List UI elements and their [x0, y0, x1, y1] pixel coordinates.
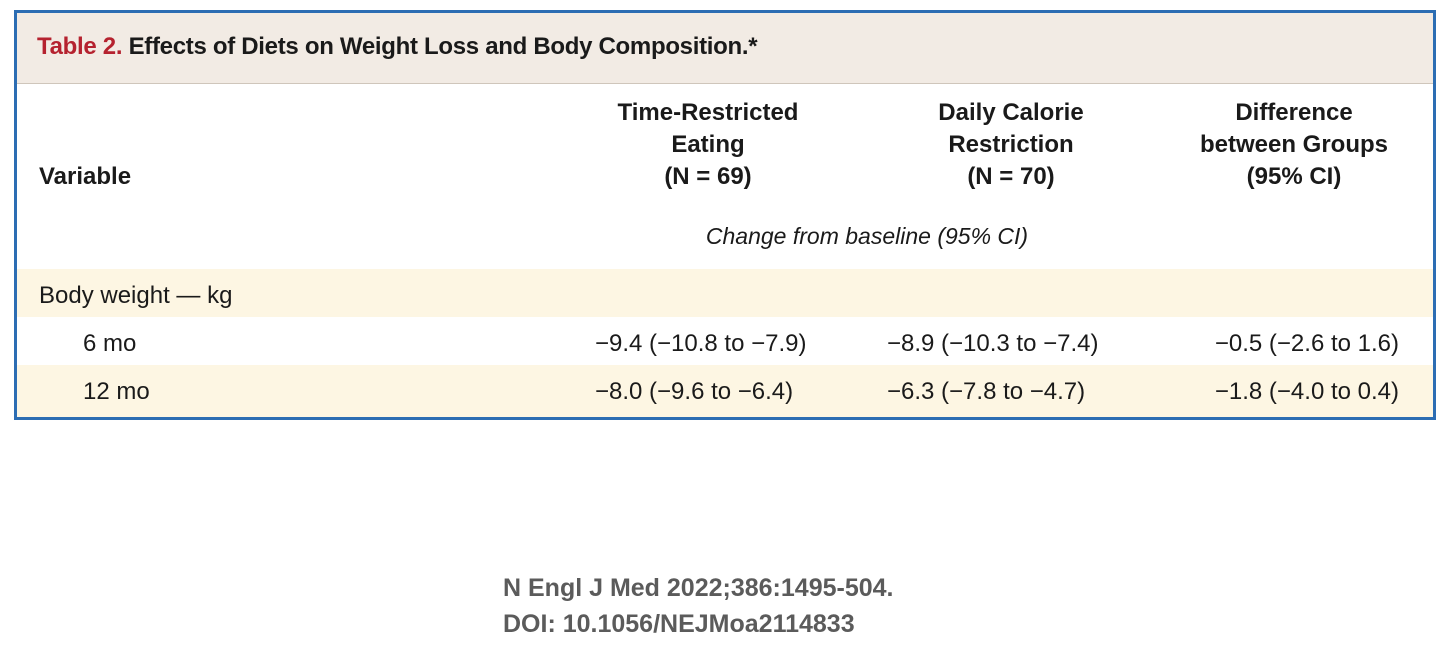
- table-title-text: Effects of Diets on Weight Loss and Body…: [128, 33, 758, 60]
- cell-daily-calorie: −8.9 (−10.3 to −7.4): [887, 330, 1099, 357]
- column-header-line: between Groups: [1199, 131, 1389, 158]
- column-header-line: (95% CI): [1246, 163, 1342, 190]
- column-header-line: Restriction: [948, 131, 1074, 158]
- citation-doi: DOI: 10.1056/NEJMoa2114833: [503, 610, 855, 638]
- group-label-body-weight: Body weight — kg: [39, 282, 233, 309]
- column-header-line: (N = 69): [664, 163, 752, 190]
- column-header-difference: Difference between Groups (95% CI): [1144, 97, 1444, 193]
- cell-daily-calorie: −6.3 (−7.8 to −4.7): [887, 378, 1086, 405]
- column-header-line: Daily Calorie: [938, 99, 1084, 126]
- cell-difference: −1.8 (−4.0 to 0.4): [1214, 378, 1399, 405]
- column-header-daily-calorie: Daily Calorie Restriction (N = 70): [861, 97, 1161, 193]
- table-row: 6 mo −9.4 (−10.8 to −7.9) −8.9 (−10.3 to…: [17, 317, 1433, 365]
- column-header-line: Difference: [1235, 99, 1353, 126]
- column-header-line: (N = 70): [967, 163, 1055, 190]
- column-header-line: Time-Restricted: [617, 99, 799, 126]
- cell-time-restricted: −8.0 (−9.6 to −6.4): [595, 378, 794, 405]
- subheader-change-from-baseline: Change from baseline (95% CI): [705, 223, 1029, 249]
- row-label: 12 mo: [83, 378, 150, 405]
- cell-time-restricted: −9.4 (−10.8 to −7.9): [595, 330, 807, 357]
- column-header-time-restricted: Time-Restricted Eating (N = 69): [558, 97, 858, 193]
- column-header-line: Eating: [671, 131, 745, 158]
- results-table: Table 2. Effects of Diets on Weight Loss…: [14, 10, 1436, 420]
- table-label: Table 2.: [37, 33, 123, 60]
- citation-journal: N Engl J Med 2022;386:1495-504.: [503, 574, 894, 602]
- table-title-bar: Table 2. Effects of Diets on Weight Loss…: [17, 13, 1433, 84]
- cell-difference: −0.5 (−2.6 to 1.6): [1214, 330, 1399, 357]
- table-row-group: Body weight — kg: [17, 269, 1433, 317]
- table-row: 12 mo −8.0 (−9.6 to −6.4) −6.3 (−7.8 to …: [17, 365, 1433, 417]
- column-header-variable: Variable: [39, 163, 132, 190]
- table-title: Table 2. Effects of Diets on Weight Loss…: [37, 33, 758, 61]
- citation: N Engl J Med 2022;386:1495-504. DOI: 10.…: [503, 570, 893, 642]
- row-label: 6 mo: [83, 330, 137, 357]
